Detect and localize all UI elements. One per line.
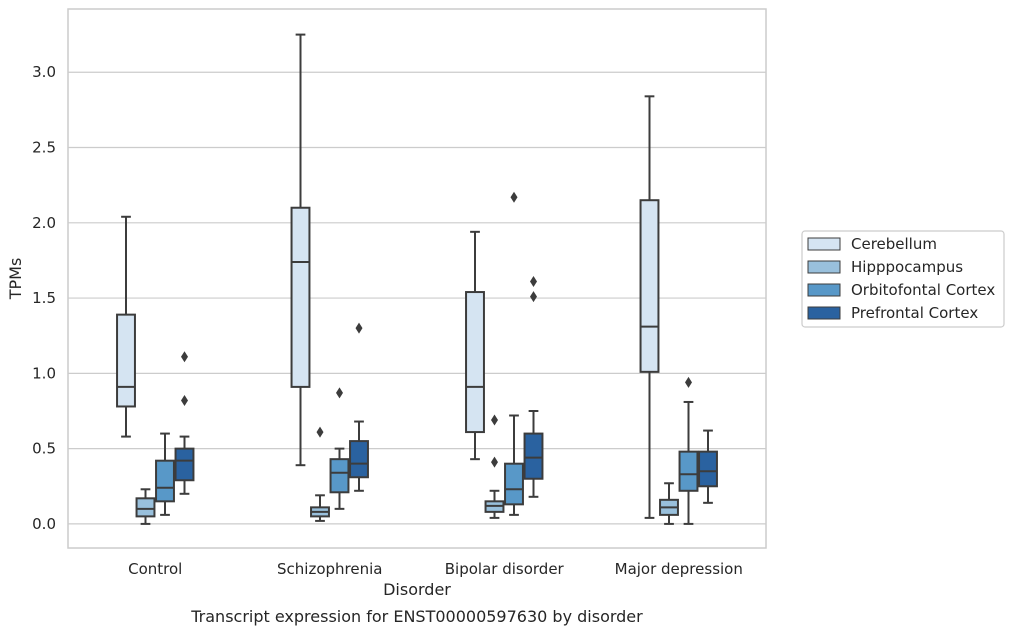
box-prefrontal-cortex [174, 351, 195, 495]
legend-swatch [807, 283, 841, 297]
chart-caption: Transcript expression for ENST0000059763… [190, 607, 643, 626]
y-tick-label: 2.0 [32, 214, 56, 232]
iqr-box [174, 447, 195, 482]
box-prefrontal-cortex [349, 322, 369, 492]
box-orbitofontal-cortex [504, 191, 524, 516]
iqr-box [465, 291, 485, 434]
outlier-point [491, 456, 498, 468]
legend: Cerebellum Hipppocampus Orbitofontal Corte… [801, 230, 1005, 328]
y-tick-label: 0.5 [32, 440, 56, 458]
iqr-box [135, 497, 156, 518]
box-hipppocampus [484, 414, 505, 519]
box-orbitofontal-cortex [678, 376, 699, 525]
iqr-box [349, 440, 369, 479]
x-axis-title: Disorder [383, 580, 451, 599]
box-prefrontal-cortex [523, 276, 544, 498]
legend-swatch [807, 237, 841, 251]
box-orbitofontal-cortex [329, 387, 350, 510]
box-prefrontal-cortex [698, 429, 718, 504]
legend-swatch [807, 260, 841, 274]
legend-swatch [807, 306, 841, 320]
y-tick-label: 1.5 [32, 289, 56, 307]
outlier-point [181, 351, 188, 363]
box-cerebellum [290, 33, 311, 467]
legend-label: Prefrontal Cortex [851, 304, 978, 322]
plot-area [116, 33, 718, 525]
iqr-box [116, 313, 136, 408]
legend-label: Cerebellum [851, 235, 937, 253]
outlier-point [510, 191, 518, 203]
x-tick-label: Bipolar disorder [445, 560, 565, 578]
grid-lines [68, 71, 766, 525]
y-axis-title: TPMs [6, 258, 25, 301]
y-axis-ticks: 0.0 0.5 1.0 1.5 2.0 2.5 3.0 [32, 63, 56, 533]
y-tick-label: 0.0 [32, 515, 56, 533]
box-cerebellum [465, 230, 485, 461]
outlier-point [685, 376, 692, 388]
outlier-point [355, 322, 363, 334]
iqr-box [329, 458, 350, 494]
box-cerebellum [116, 215, 136, 438]
iqr-box [504, 462, 524, 506]
y-tick-label: 2.5 [32, 139, 56, 157]
box-cerebellum [639, 95, 660, 519]
iqr-box [698, 450, 718, 488]
outlier-point [181, 394, 188, 406]
outlier-point [316, 426, 324, 438]
legend-label: Orbitofontal Cortex [851, 281, 995, 299]
iqr-box [639, 199, 660, 373]
x-axis-ticks: Control Schizophrenia Bipolar disorder Majo… [128, 560, 743, 578]
outlier-point [530, 291, 537, 303]
outlier-point [336, 387, 343, 399]
legend-item: Orbitofontal Cortex [807, 281, 995, 299]
x-tick-label: Major depression [615, 560, 743, 578]
box-hipppocampus [310, 426, 330, 522]
box-hipppocampus [135, 488, 156, 525]
box-orbitofontal-cortex [155, 432, 175, 516]
outlier-point [491, 414, 498, 426]
iqr-box [523, 432, 544, 480]
iqr-box [290, 206, 311, 388]
outlier-point [530, 276, 537, 288]
y-tick-label: 3.0 [32, 63, 56, 81]
iqr-box [155, 459, 175, 503]
box-hipppocampus [659, 482, 679, 525]
y-tick-label: 1.0 [32, 364, 56, 382]
legend-frame [801, 230, 1005, 328]
legend-item: Hipppocampus [807, 258, 963, 276]
legend-item: Prefrontal Cortex [807, 304, 978, 322]
legend-item: Cerebellum [807, 235, 937, 253]
iqr-box [678, 450, 699, 492]
x-tick-label: Schizophrenia [277, 560, 382, 578]
x-tick-label: Control [128, 560, 182, 578]
plot-frame [67, 8, 767, 549]
legend-label: Hipppocampus [851, 258, 963, 276]
